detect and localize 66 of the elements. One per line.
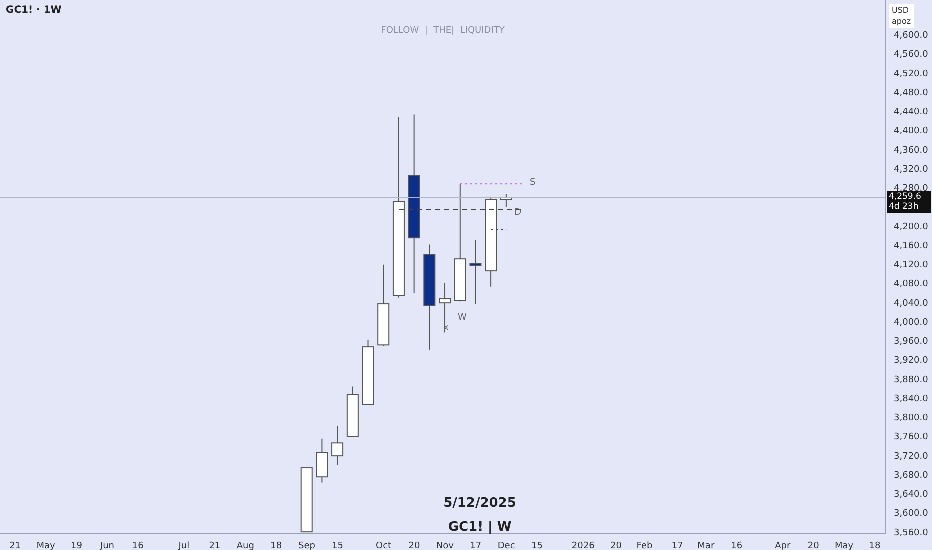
x-tick-label: 15	[332, 541, 344, 550]
y-tick-label: 3,760.0	[894, 432, 929, 443]
y-tick-label: 4,000.0	[894, 318, 929, 328]
x-tick-label: Jul	[178, 541, 190, 550]
x-tick-label: 20	[408, 541, 420, 550]
y-tick-label: 4,080.0	[894, 280, 929, 290]
y-tick-label: 3,840.0	[894, 394, 929, 404]
candlestick	[470, 239, 482, 305]
y-tick-label: 4,200.0	[894, 222, 929, 232]
x-tick-label: 21	[209, 541, 221, 550]
y-tick-label: 3,640.0	[894, 490, 929, 500]
y-tick-label: 4,520.0	[894, 69, 929, 80]
y-tick-label: 4,360.0	[894, 146, 929, 156]
text: FOLLOW | THE| LIQUIDITY	[381, 26, 505, 36]
x-tick-label: Jun	[99, 541, 114, 550]
x-tick-label: Feb	[636, 541, 654, 550]
y-tick-label: 4,160.0	[894, 241, 929, 252]
y-tick-label: 3,560.0	[894, 528, 929, 538]
y-tick-label: 4,120.0	[894, 260, 929, 271]
x-tick-label: 15	[532, 541, 544, 550]
text: apoz	[892, 17, 912, 26]
annotation: W	[458, 313, 467, 323]
annotation: GC1! | W	[448, 520, 512, 535]
y-tick-label: 4,040.0	[894, 298, 929, 309]
x-tick-label: Oct	[376, 541, 392, 550]
x-tick-label: 21	[10, 541, 22, 550]
x-tick-label: Nov	[436, 541, 455, 550]
y-tick-label: 3,920.0	[894, 356, 929, 366]
annotation: D	[514, 208, 522, 218]
x-tick-label: 17	[672, 541, 684, 550]
y-tick-label: 3,600.0	[894, 509, 929, 520]
y-tick-label: 3,800.0	[894, 414, 929, 424]
y-tick-label: 4,600.0	[894, 31, 929, 42]
x-tick-label: Sep	[298, 541, 316, 550]
x-tick-label: 2026	[572, 541, 596, 550]
x-tick-label: 16	[132, 541, 144, 550]
x-tick-label: 16	[731, 541, 743, 550]
x-tick-label: Mar	[698, 541, 715, 550]
y-tick-label: 3,880.0	[894, 375, 929, 386]
y-tick-label: 4,320.0	[894, 164, 929, 175]
y-tick-label: 4,480.0	[894, 88, 929, 98]
x-tick-label: 18	[869, 541, 882, 550]
y-tick-label: 4,440.0	[894, 108, 929, 118]
x-tick-label: 20	[610, 541, 622, 550]
text: USD	[892, 6, 910, 15]
x-tick-label: May	[36, 541, 56, 550]
candlestick	[332, 425, 344, 466]
annotation: 5/12/2025	[444, 496, 516, 511]
x-tick-label: 20	[808, 541, 820, 550]
ref-line-label: 4,259.6	[889, 192, 922, 202]
text: 4d 23h	[889, 202, 919, 212]
y-tick-label: 4,560.0	[894, 50, 929, 60]
y-tick-label: 3,720.0	[894, 452, 929, 462]
x-tick-label: May	[835, 541, 854, 550]
annotation: S	[530, 178, 536, 188]
text: GC1! · 1W	[6, 5, 62, 16]
x-tick-label: Aug	[236, 541, 254, 550]
x-tick-label: Apr	[775, 541, 792, 550]
x-tick-label: 19	[71, 541, 83, 550]
x-tick-label: 17	[470, 541, 482, 550]
y-tick-label: 3,680.0	[894, 470, 929, 481]
x-tick-label: Dec	[498, 541, 516, 550]
y-tick-label: 4,400.0	[894, 126, 929, 137]
candlestick	[439, 282, 452, 334]
y-tick-label: 3,960.0	[894, 337, 929, 348]
x-tick-label: 18	[270, 541, 282, 550]
